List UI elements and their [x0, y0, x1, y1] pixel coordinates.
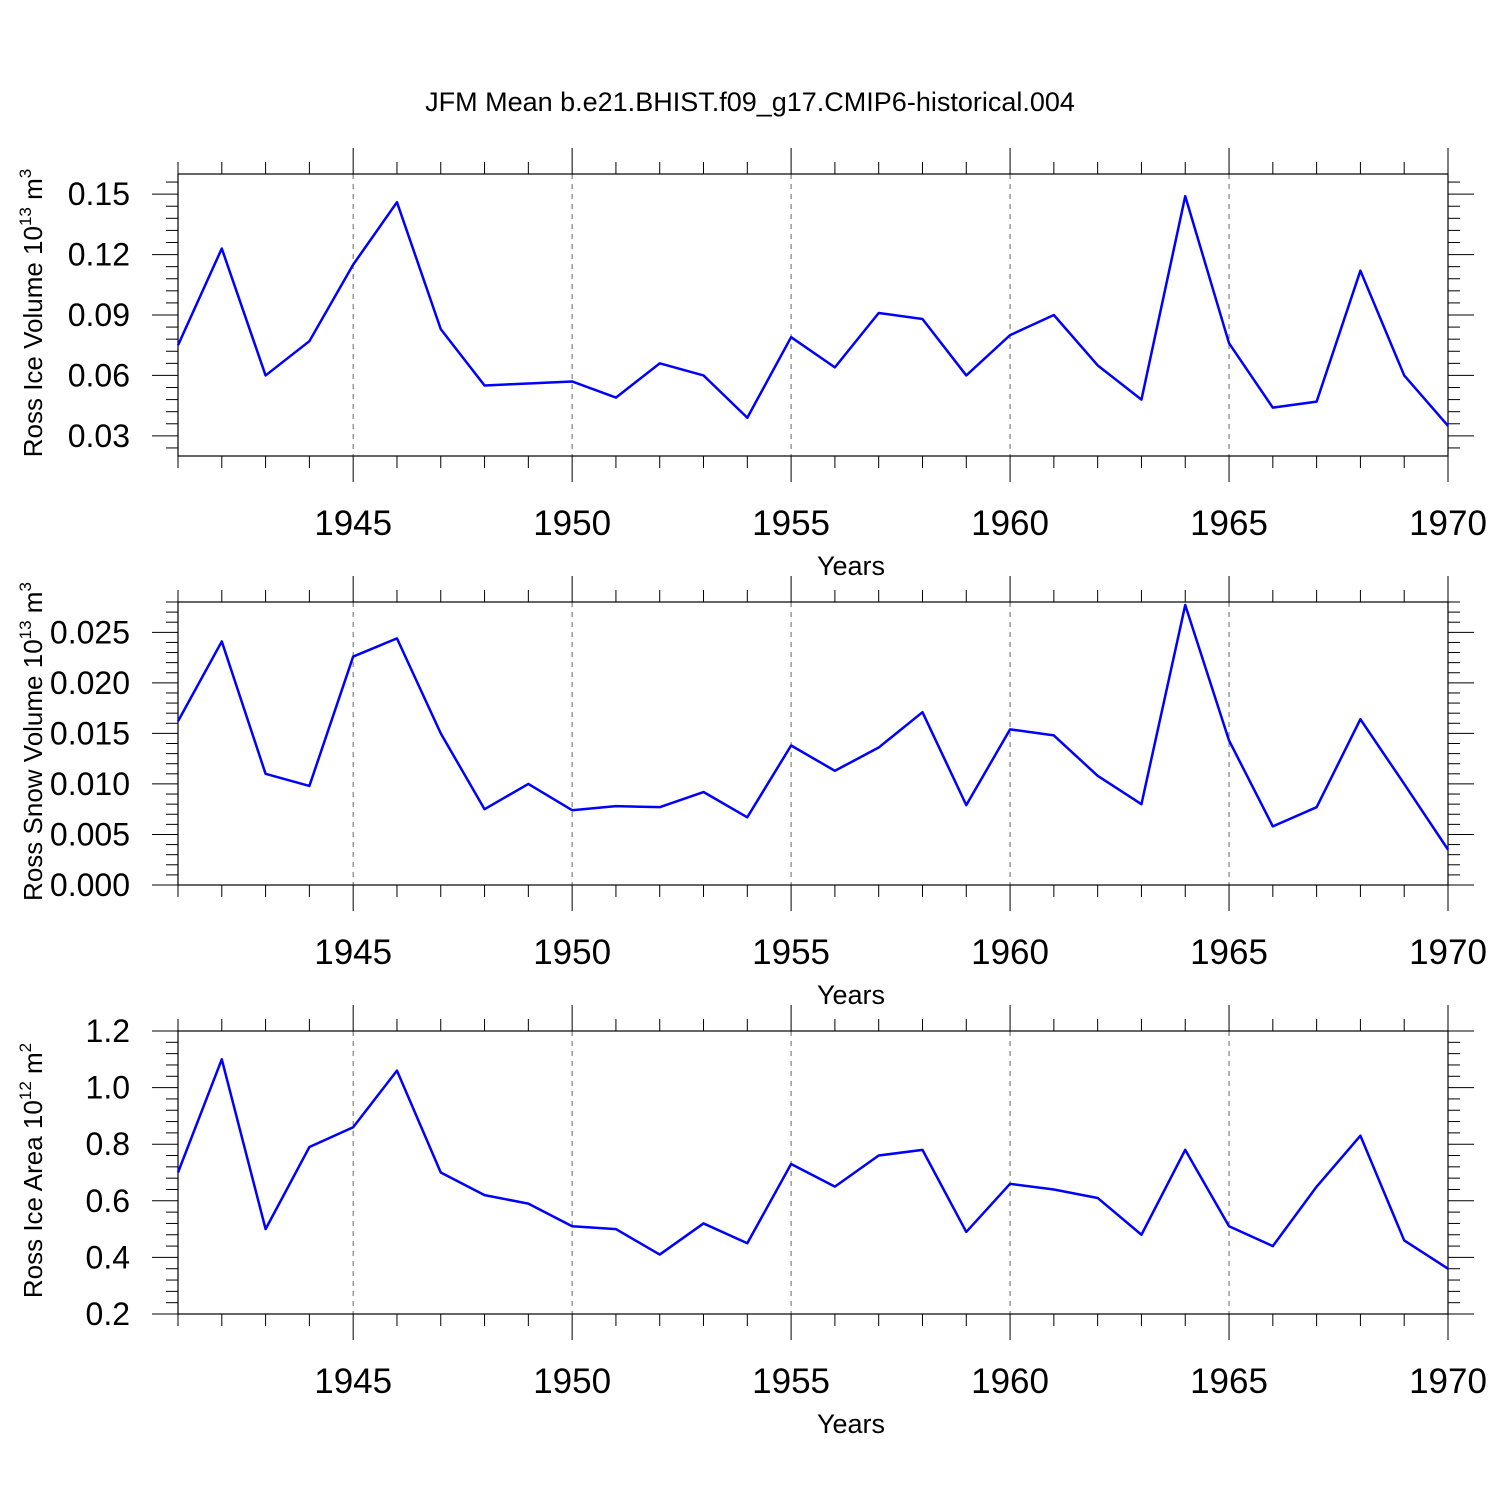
chart-title: JFM Mean b.e21.BHIST.f09_g17.CMIP6-histo…	[425, 87, 1075, 117]
x-axis-label: Years	[817, 980, 885, 1010]
y-tick-label: 0.005	[50, 816, 130, 852]
plot-frame	[177, 601, 1449, 886]
x-axis-label: Years	[817, 551, 885, 581]
y-axis-label-superscript: 12	[16, 1081, 35, 1100]
y-axis-label-superscript: 13	[16, 207, 35, 226]
x-tick-label: 1960	[971, 1362, 1049, 1401]
y-tick-label: 0.010	[50, 766, 130, 802]
panel-2: 0.000 0.005 0.010 0.015 0.020 0.025 1945 1950 19…	[16, 576, 1487, 1010]
series-line	[176, 194, 1449, 427]
y-axis-label-superscript: 3	[16, 169, 35, 178]
y-axis-label-superscript: 13	[16, 620, 35, 639]
plot-frame	[177, 173, 1449, 457]
x-tick-label: 1965	[1190, 933, 1268, 972]
x-tick-label: 1970	[1409, 933, 1487, 972]
x-tick-label: 1960	[971, 504, 1049, 543]
y-tick-label: 0.020	[50, 665, 130, 701]
y-axis-label-text: Ross Ice Volume 10	[18, 226, 48, 457]
y-tick-label: 0.09	[68, 297, 130, 333]
y-tick-label: 1.0	[86, 1070, 130, 1106]
x-tick-label: 1945	[314, 1362, 392, 1401]
y-tick-label: 0.15	[68, 176, 130, 212]
x-tick-label: 1945	[314, 933, 392, 972]
x-tick-label: 1955	[752, 933, 830, 972]
y-axis-label-text: Ross Ice Area 10	[18, 1100, 48, 1298]
y-tick-label: 0.025	[50, 614, 130, 650]
y-axis-label-superscript: 3	[16, 582, 35, 591]
y-tick-label: 0.06	[68, 357, 130, 393]
series-line	[176, 1058, 1449, 1270]
x-tick-label: 1955	[752, 1362, 830, 1401]
y-tick-label: 0.03	[68, 418, 130, 454]
y-axis-label: Ross Ice Volume 1013 m3	[16, 169, 48, 458]
panel-3: 0.2 0.4 0.6 0.8 1.0 1.2 1945 1950 1955 1960 1965 19…	[16, 1005, 1487, 1439]
x-tick-label: 1970	[1409, 1362, 1487, 1401]
x-tick-label: 1945	[314, 504, 392, 543]
plot-frame	[177, 1030, 1449, 1315]
x-tick-label: 1960	[971, 933, 1049, 972]
y-tick-label: 0.6	[86, 1183, 130, 1219]
series-line	[176, 603, 1450, 851]
y-tick-label: 1.2	[86, 1013, 130, 1049]
y-tick-label: 0.2	[86, 1296, 130, 1332]
y-axis-label-text: m	[18, 592, 48, 621]
y-tick-label: 0.000	[50, 867, 130, 903]
x-tick-label: 1965	[1190, 504, 1268, 543]
y-axis-label: Ross Snow Volume 1013 m3	[16, 582, 48, 901]
y-tick-label: 0.4	[86, 1239, 130, 1275]
y-axis-label-superscript: 2	[16, 1043, 35, 1052]
x-tick-label: 1955	[752, 504, 830, 543]
y-axis-label-text: m	[18, 178, 48, 207]
x-axis-label: Years	[817, 1409, 885, 1439]
y-tick-label: 0.12	[68, 237, 130, 273]
y-axis-label-text: Ross Snow Volume 10	[18, 639, 48, 901]
panel-1: 0.03 0.06 0.09 0.12 0.15 1945 1950 1955 1960 1965…	[16, 148, 1487, 581]
y-tick-label: 0.8	[86, 1126, 130, 1162]
y-tick-label: 0.015	[50, 715, 130, 751]
x-tick-label: 1950	[533, 1362, 611, 1401]
y-axis-label-text: m	[18, 1052, 48, 1081]
x-tick-label: 1950	[533, 933, 611, 972]
x-tick-label: 1965	[1190, 1362, 1268, 1401]
x-tick-label: 1950	[533, 504, 611, 543]
y-axis-label: Ross Ice Area 1012 m2	[16, 1043, 48, 1298]
x-tick-label: 1970	[1409, 504, 1487, 543]
